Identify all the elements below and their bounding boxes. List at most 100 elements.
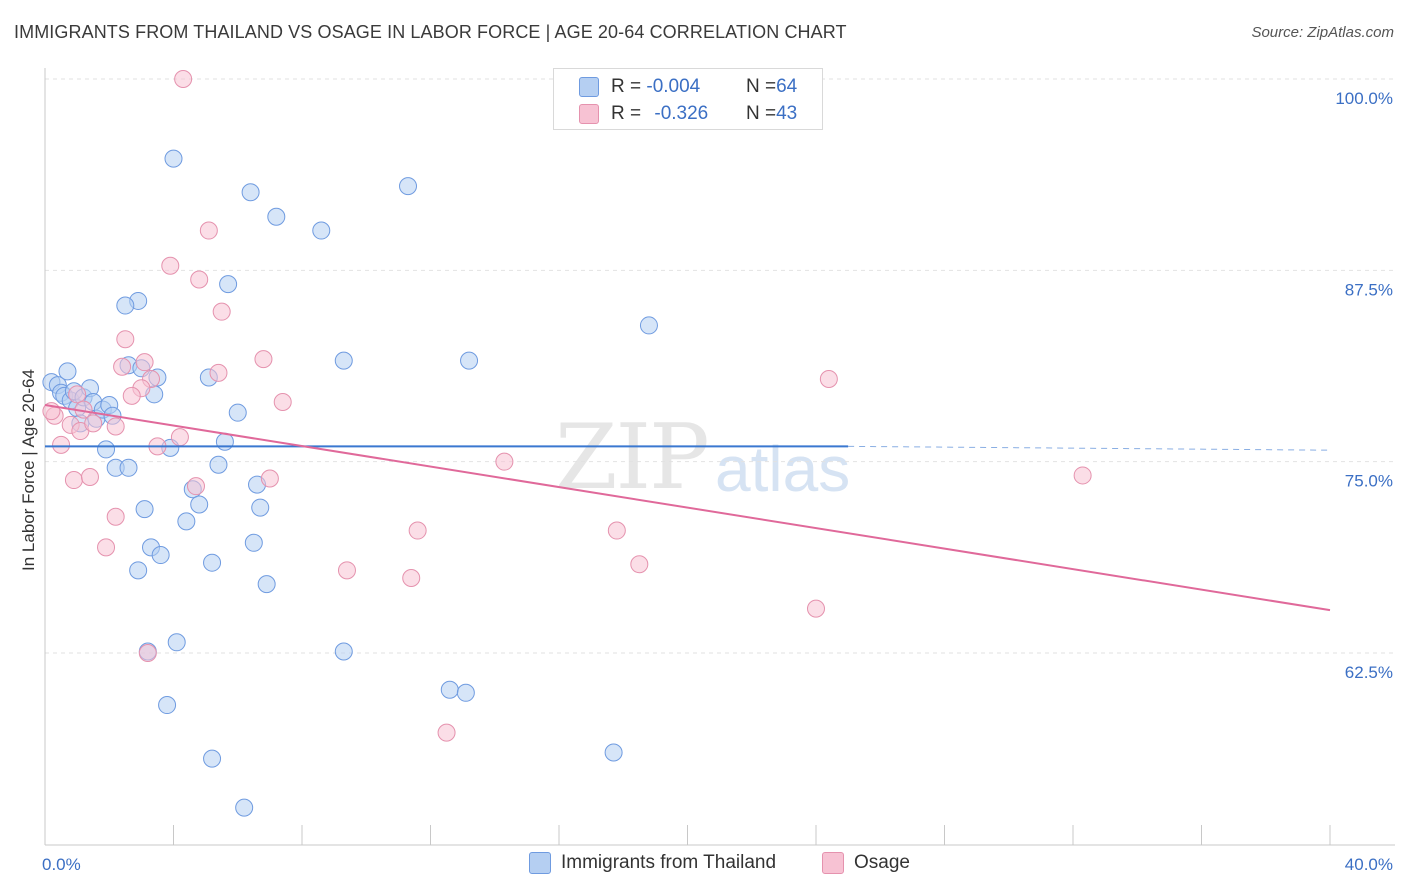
data-point-pink — [1073, 466, 1092, 485]
correlation-legend: R = -0.004 N = 64 R = -0.326 N = 43 — [553, 68, 823, 130]
data-point-blue — [219, 275, 238, 294]
data-point-blue — [203, 553, 222, 572]
data-point-pink — [170, 428, 189, 447]
data-point-blue — [97, 440, 116, 459]
data-point-blue — [257, 575, 276, 594]
data-point-pink — [113, 357, 132, 376]
data-point-pink — [807, 599, 825, 618]
data-point-pink — [116, 330, 135, 349]
data-point-blue — [190, 495, 209, 514]
chart-title: IMMIGRANTS FROM THAILAND VS OSAGE IN LAB… — [14, 22, 847, 42]
y-tick-label: 62.5% — [1345, 663, 1393, 682]
data-point-blue — [312, 221, 331, 240]
n-value: 43 — [776, 103, 798, 124]
data-point-blue — [177, 512, 196, 531]
data-point-pink — [138, 644, 157, 662]
gridlines — [45, 78, 1395, 654]
data-point-pink — [84, 414, 103, 433]
data-point-blue — [604, 743, 623, 762]
data-point-blue — [334, 642, 353, 661]
data-point-pink — [408, 521, 427, 540]
data-point-blue — [129, 561, 148, 580]
data-point-pink — [64, 471, 83, 490]
watermark-zip: ZIP — [555, 405, 710, 510]
data-point-blue — [209, 455, 228, 474]
data-point-pink — [630, 555, 649, 574]
data-point-pink — [106, 507, 125, 526]
data-point-pink — [68, 385, 87, 404]
y-tick-label: 100.0% — [1335, 89, 1393, 108]
trend-lines — [44, 404, 1331, 612]
data-point-pink — [97, 538, 116, 557]
source-credit: Source: ZipAtlas.com — [1251, 24, 1394, 41]
r-label: R = — [611, 76, 647, 97]
data-point-blue — [228, 403, 247, 422]
data-point-blue — [135, 500, 154, 519]
data-point-blue — [639, 316, 658, 335]
n-label: N = — [746, 103, 777, 124]
data-point-pink — [135, 353, 154, 372]
data-point-pink — [273, 392, 292, 411]
data-point-pink — [80, 467, 99, 486]
data-point-pink — [437, 723, 456, 742]
legend-label: Osage — [854, 852, 910, 873]
data-point-pink — [161, 256, 180, 275]
data-point-blue — [58, 362, 77, 381]
data-point-blue — [116, 296, 135, 315]
x-tick-label: 0.0% — [42, 855, 81, 874]
data-point-blue — [119, 458, 138, 477]
x-tick-label: 40.0% — [1345, 855, 1393, 874]
data-point-blue — [440, 680, 459, 699]
y-tick-label: 87.5% — [1345, 280, 1393, 299]
data-point-pink — [52, 435, 71, 454]
legend-row-thailand: R = -0.004 N = 64 — [554, 74, 797, 100]
n-label: N = — [746, 76, 777, 97]
data-point-blue — [235, 798, 254, 817]
trend-line-pink — [44, 404, 1331, 612]
tick-labels: 62.5% 75.0% 87.5% 100.0% 0.0% 40.0% — [42, 89, 1393, 874]
data-point-pink — [402, 568, 421, 587]
data-point-blue — [164, 149, 183, 168]
legend-swatch-blue — [529, 852, 551, 874]
watermark-atlas: atlas — [715, 433, 851, 505]
data-point-pink — [495, 452, 514, 471]
data-point-pink — [199, 221, 218, 240]
data-point-blue — [334, 351, 353, 370]
legend-item-osage: Osage — [822, 852, 910, 874]
data-point-pink — [337, 561, 356, 580]
data-point-pink — [174, 70, 193, 88]
data-point-blue — [251, 498, 270, 517]
data-point-blue — [460, 351, 479, 370]
legend-label: Immigrants from Thailand — [561, 852, 777, 873]
r-value: -0.004 — [646, 76, 701, 97]
data-point-pink — [212, 302, 231, 321]
data-point-pink — [607, 521, 626, 540]
legend-swatch-pink — [822, 852, 844, 874]
n-value: 64 — [776, 76, 798, 97]
data-point-blue — [158, 696, 177, 715]
legend-item-thailand: Immigrants from Thailand — [529, 852, 776, 874]
data-point-pink — [106, 417, 125, 436]
trend-extension-blue — [848, 445, 1331, 451]
data-point-blue — [399, 177, 418, 196]
data-point-blue — [167, 633, 186, 652]
data-point-pink — [209, 363, 228, 382]
axes — [44, 68, 1395, 846]
y-tick-label: 75.0% — [1345, 472, 1393, 491]
series-thailand — [42, 70, 787, 817]
data-point-pink — [260, 469, 279, 488]
legend-swatch-pink — [579, 104, 599, 124]
legend-row-osage: R = -0.326 N = 43 — [554, 101, 797, 127]
data-point-blue — [215, 432, 234, 451]
data-point-blue — [244, 533, 263, 552]
data-point-blue — [456, 683, 475, 702]
legend-swatch-blue — [579, 77, 599, 97]
r-label: R = — [611, 103, 647, 124]
data-point-blue — [267, 207, 286, 226]
series-osage — [42, 70, 1092, 742]
data-point-blue — [241, 183, 260, 202]
data-point-blue — [203, 749, 222, 768]
bottom-legend: Immigrants from Thailand Osage — [0, 850, 1406, 880]
data-point-blue — [151, 546, 170, 565]
data-point-pink — [819, 370, 838, 389]
